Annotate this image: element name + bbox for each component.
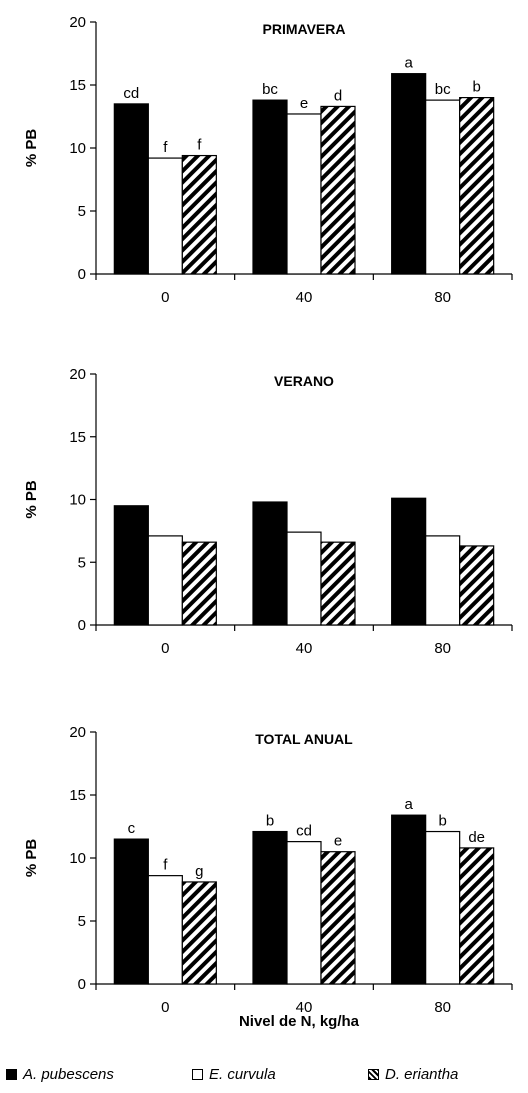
legend-item-a-pubescens: A. pubescens: [6, 1066, 114, 1083]
y-tick-label: 0: [78, 976, 86, 993]
x-tick-label: 0: [161, 289, 169, 306]
bar-e-curvula-40: [286, 531, 322, 626]
legend-item-e-curvula: E. curvula: [192, 1066, 276, 1083]
bar-a-pubescens-40: [252, 830, 288, 985]
y-tick-label: 20: [69, 14, 86, 31]
y-tick-label: 0: [78, 266, 86, 283]
bar-significance-label: c: [128, 820, 136, 837]
y-tick-label: 20: [69, 724, 86, 741]
x-tick-label: 80: [434, 640, 451, 657]
bar-significance-label: b: [438, 813, 446, 830]
y-tick-label: 5: [78, 554, 86, 571]
bar-significance-label: b: [472, 79, 480, 96]
y-axis-label: % PB: [23, 839, 40, 878]
y-tick-label: 10: [69, 850, 86, 867]
bar-a-pubescens-0: [113, 838, 149, 985]
bar-d-eriantha-40: [320, 541, 356, 626]
bar-d-eriantha-0: [181, 881, 217, 985]
bar-a-pubescens-0: [113, 505, 149, 626]
y-tick-label: 0: [78, 617, 86, 634]
bar-d-eriantha-40: [320, 851, 356, 985]
bar-significance-label: b: [266, 813, 274, 830]
x-tick-label: 40: [296, 289, 313, 306]
legend-label: E. curvula: [209, 1066, 276, 1083]
y-axis-label: % PB: [23, 129, 40, 168]
legend-swatch-black: [6, 1069, 17, 1080]
x-tick-label: 0: [161, 999, 169, 1016]
y-tick-label: 10: [69, 140, 86, 157]
bar-significance-label: f: [163, 139, 168, 156]
x-tick-label: 40: [296, 999, 313, 1016]
y-tick-label: 5: [78, 913, 86, 930]
y-tick-label: 15: [69, 77, 86, 94]
y-tick-label: 10: [69, 492, 86, 509]
legend-label: A. pubescens: [23, 1066, 114, 1083]
legend-item-d-eriantha: D. eriantha: [368, 1066, 458, 1083]
bar-significance-label: f: [197, 137, 202, 154]
y-tick-label: 20: [69, 366, 86, 383]
x-tick-label: 80: [434, 289, 451, 306]
legend-swatch-hatched: [368, 1069, 379, 1080]
bar-significance-label: de: [468, 829, 485, 846]
bar-e-curvula-0: [147, 157, 183, 275]
bar-e-curvula-0: [147, 875, 183, 985]
chart-panel-2: 0 5 10 15 20 0 40 80 VERANO % PB: [23, 366, 513, 657]
bar-a-pubescens-40: [252, 501, 288, 626]
bar-significance-label: cd: [296, 823, 312, 840]
bar-e-curvula-40: [286, 841, 322, 985]
bar-significance-label: e: [300, 95, 308, 112]
bar-significance-label: a: [404, 796, 413, 813]
bar-significance-label: bc: [262, 81, 278, 98]
bar-e-curvula-0: [147, 535, 183, 626]
bar-significance-label: cd: [123, 85, 139, 102]
chart-title: TOTAL ANUAL: [255, 731, 353, 747]
bar-d-eriantha-80: [459, 96, 495, 275]
bar-e-curvula-40: [286, 113, 322, 275]
bar-d-eriantha-40: [320, 105, 356, 275]
bar-significance-label: f: [163, 857, 168, 874]
bar-significance-label: d: [334, 87, 342, 104]
legend-label: D. eriantha: [385, 1066, 459, 1083]
bar-e-curvula-80: [425, 99, 461, 275]
bar-a-pubescens-80: [391, 497, 427, 626]
bar-a-pubescens-0: [113, 103, 149, 275]
x-tick-label: 40: [296, 640, 313, 657]
bar-a-pubescens-80: [391, 814, 427, 985]
bar-significance-label: a: [404, 55, 413, 72]
bar-e-curvula-80: [425, 535, 461, 626]
bar-a-pubescens-40: [252, 99, 288, 275]
y-tick-label: 15: [69, 429, 86, 446]
x-tick-label: 0: [161, 640, 169, 657]
bar-significance-label: bc: [435, 81, 451, 98]
bar-significance-label: g: [195, 863, 203, 880]
bar-d-eriantha-80: [459, 545, 495, 626]
legend: A. pubescens E. curvula D. eriantha: [0, 1060, 528, 1090]
chart-panel-3: 0 5 10 15 20 c f g 0 b cd e 40 a b de 80 TOTAL ANUAL % PB N…: [23, 724, 513, 1030]
bar-a-pubescens-80: [391, 73, 427, 275]
chart-title: VERANO: [274, 373, 334, 389]
bar-e-curvula-80: [425, 830, 461, 985]
legend-swatch-white: [192, 1069, 203, 1080]
chart-panel-1: 0 5 10 15 20 cd f f 0 bc e d 40 a bc b 80 PRIMAVERA % PB: [23, 14, 513, 306]
bar-d-eriantha-80: [459, 847, 495, 985]
x-axis-label: Nivel de N, kg/ha: [239, 1013, 360, 1030]
y-tick-label: 5: [78, 203, 86, 220]
y-tick-label: 15: [69, 787, 86, 804]
bar-significance-label: e: [334, 833, 342, 850]
bar-d-eriantha-0: [181, 154, 217, 275]
x-tick-label: 80: [434, 999, 451, 1016]
chart-title: PRIMAVERA: [263, 21, 346, 37]
y-axis-label: % PB: [23, 480, 40, 519]
bar-d-eriantha-0: [181, 541, 217, 626]
